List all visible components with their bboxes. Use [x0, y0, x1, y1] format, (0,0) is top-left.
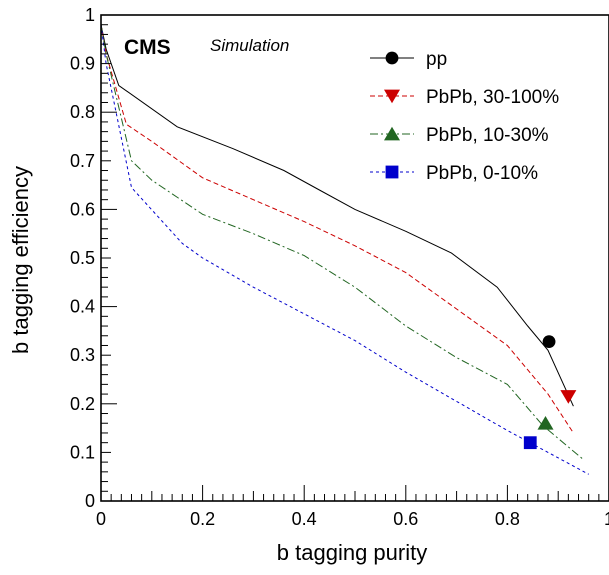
y-tick-label: 0 [85, 491, 95, 511]
marker-triangle-up [537, 416, 554, 430]
x-tick-label: 1 [604, 509, 609, 529]
legend-label: pp [426, 49, 447, 70]
y-tick-label: 0.6 [70, 199, 95, 219]
y-tick-label: 1 [85, 5, 95, 25]
legend: pp PbPb, 30-100% PbPb, 10-30% PbPb, 0-10% [370, 49, 559, 184]
series-line-2 [100, 24, 584, 461]
marker-triangle-down [560, 390, 577, 404]
marker-square [523, 436, 537, 450]
y-tick-label: 0.2 [70, 394, 95, 414]
x-tick-label: 0.6 [393, 509, 418, 529]
x-tick-label: 0.2 [190, 509, 215, 529]
tick-labels: 0 0.2 0.4 0.6 0.8 1 0 0.1 0.2 0.3 0.4 0.5 0.6 0.7 0.8 0… [70, 5, 609, 529]
x-tick-label: 0.8 [495, 509, 520, 529]
simulation-label: Simulation [210, 36, 289, 55]
x-axis-label: b tagging purity [277, 540, 427, 565]
y-tick-label: 0.5 [70, 248, 95, 268]
legend-label: PbPb, 0-10% [426, 163, 538, 184]
cms-label: CMS [124, 36, 171, 59]
axis-ticks [100, 14, 609, 502]
legend-label: PbPb, 10-30% [426, 125, 549, 146]
y-axis-label: b tagging efficiency [8, 166, 33, 354]
marker-square [385, 165, 399, 179]
legend-label: PbPb, 30-100% [426, 87, 559, 108]
y-tick-label: 0.7 [70, 151, 95, 171]
markers-layer [523, 335, 577, 450]
marker-circle [542, 335, 556, 348]
marker-triangle-up [384, 126, 400, 141]
y-tick-label: 0.3 [70, 345, 95, 365]
y-tick-label: 0.4 [70, 297, 95, 317]
y-tick-label: 0.9 [70, 54, 95, 74]
series-line-0 [100, 24, 574, 407]
marker-circle [385, 51, 399, 65]
y-tick-label: 0.1 [70, 442, 95, 462]
x-tick-label: 0.4 [292, 509, 317, 529]
series-line-1 [100, 24, 574, 434]
marker-triangle-down [384, 89, 400, 104]
curves-layer [100, 24, 589, 475]
y-tick-label: 0.8 [70, 102, 95, 122]
x-tick-label: 0 [96, 509, 106, 529]
